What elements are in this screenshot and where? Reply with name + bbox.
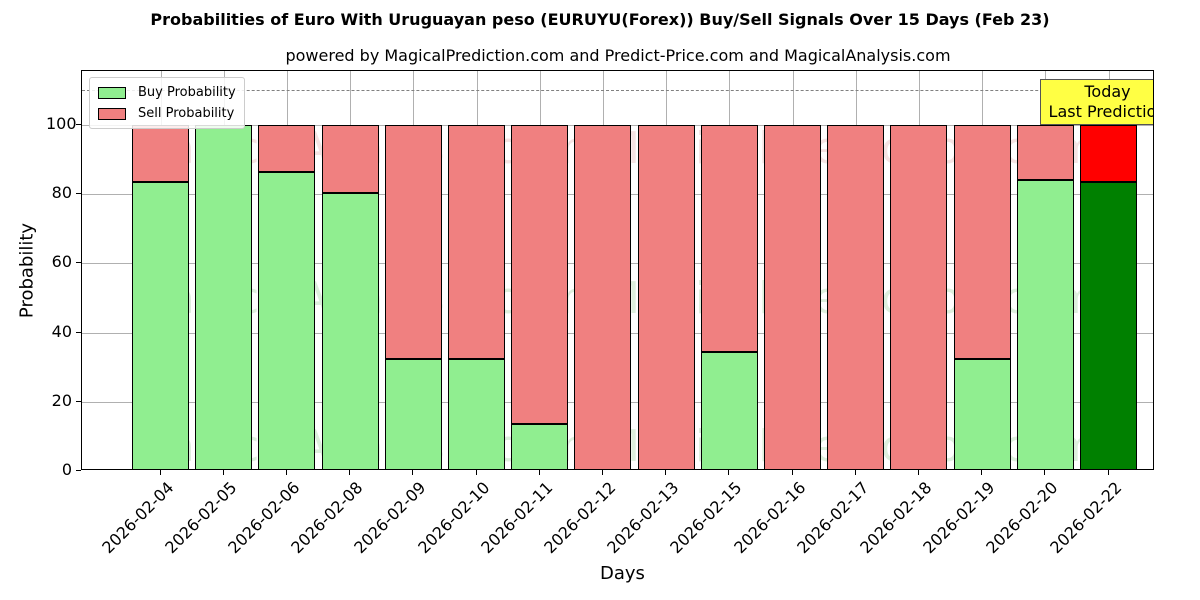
x-tick-mark: [981, 470, 983, 475]
x-tick-mark: [285, 470, 287, 475]
y-tick-mark: [76, 262, 81, 264]
x-tick-mark: [854, 470, 856, 475]
buy-bar: [132, 182, 189, 469]
y-tick-label: 80: [51, 183, 72, 203]
plot-area: MagicalAnalysis.comMagicalAnalysis.comMa…: [81, 70, 1154, 470]
reference-line: [82, 90, 1153, 91]
y-tick-label: 40: [51, 321, 72, 341]
x-tick-mark: [222, 470, 224, 475]
x-tick-mark: [412, 470, 414, 475]
y-tick-label: 100: [46, 114, 77, 133]
sell-bar: [637, 125, 695, 469]
buy-bar: [511, 423, 569, 469]
sell-bar: [258, 125, 316, 173]
chart-title: Probabilities of Euro With Uruguayan pes…: [150, 10, 1050, 29]
y-tick-mark: [76, 124, 81, 125]
y-tick-mark: [76, 400, 81, 402]
annotation-line-1: Today: [1084, 82, 1131, 101]
sell-bar: [700, 125, 758, 352]
sell-bar: [827, 125, 885, 469]
legend: Buy Probability Sell Probability: [89, 77, 245, 129]
legend-label-sell: Sell Probability: [138, 106, 235, 121]
sell-swatch-icon: [98, 107, 126, 120]
x-tick-mark: [475, 470, 477, 475]
y-tick-mark: [76, 470, 81, 471]
x-tick-mark: [1044, 470, 1046, 475]
sell-bar: [1080, 125, 1137, 183]
sell-bar: [574, 125, 632, 469]
x-tick-mark: [917, 470, 919, 475]
x-tick-mark: [159, 470, 161, 475]
sell-bar: [890, 125, 948, 469]
sell-bar: [448, 125, 505, 359]
x-tick-mark: [538, 470, 540, 475]
buy-bar: [1016, 180, 1074, 469]
buy-swatch-icon: [98, 86, 126, 99]
sell-bar: [321, 125, 379, 194]
y-tick-mark: [76, 331, 81, 333]
y-tick-mark: [76, 193, 81, 195]
sell-bar: [384, 125, 442, 359]
buy-bar: [321, 193, 379, 469]
buy-bar: [953, 358, 1011, 469]
sell-bar: [953, 125, 1011, 359]
annotation-line-2: Last Prediction: [1048, 102, 1153, 121]
sell-bar: [764, 125, 821, 469]
x-tick-mark: [728, 470, 730, 475]
buy-bar: [195, 125, 253, 469]
y-tick-label: 20: [51, 390, 72, 410]
today-annotation: Today Last Prediction: [1040, 79, 1153, 125]
legend-label-buy: Buy Probability: [138, 85, 236, 100]
x-tick-mark: [601, 470, 603, 475]
y-axis-label: Probability: [16, 222, 38, 319]
legend-item-buy: Buy Probability: [98, 82, 236, 103]
buy-bar: [384, 358, 442, 469]
sell-bar: [132, 125, 189, 183]
x-tick-mark: [791, 470, 793, 475]
x-tick-mark: [1107, 470, 1109, 475]
x-axis-label: Days: [600, 563, 645, 584]
buy-bar: [258, 172, 316, 469]
y-tick-label: 60: [51, 252, 72, 272]
x-tick-mark: [665, 470, 667, 475]
buy-bar: [448, 358, 505, 469]
sell-bar: [511, 125, 569, 424]
sell-bar: [1016, 125, 1074, 180]
legend-item-sell: Sell Probability: [98, 103, 236, 124]
y-tick-label: 0: [61, 460, 72, 479]
buy-bar: [700, 351, 758, 469]
chart-subtitle: powered by MagicalPrediction.com and Pre…: [285, 46, 951, 65]
x-tick-mark: [349, 470, 351, 475]
buy-bar: [1080, 182, 1137, 469]
